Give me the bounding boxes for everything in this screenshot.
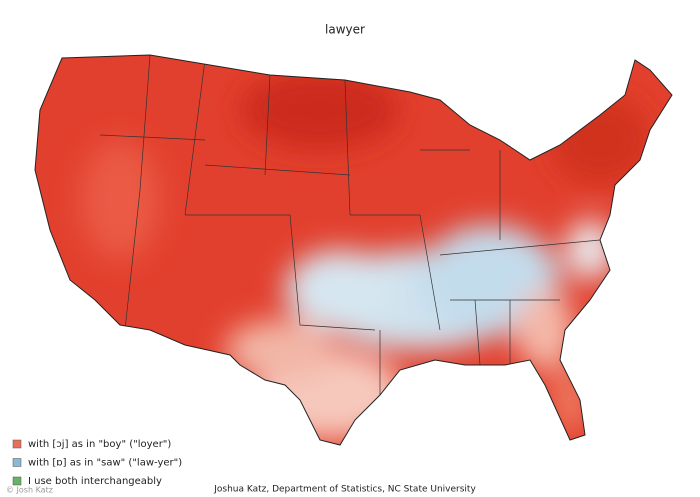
state-borders xyxy=(99,55,601,395)
map-title: lawyer xyxy=(325,23,365,37)
legend: with [ɔj] as in "boy" ("loyer") with [ɒ] … xyxy=(12,439,182,487)
credit: Joshua Katz, Department of Statistics, N… xyxy=(213,485,476,495)
legend-swatch xyxy=(12,439,22,449)
legend-swatch xyxy=(12,476,22,486)
legend-label: with [ɔj] as in "boy" ("loyer") xyxy=(28,439,171,450)
us-outline xyxy=(34,54,673,446)
legend-swatch xyxy=(12,458,22,467)
watermark: © Josh Katz xyxy=(6,486,53,495)
legend-label: with [ɒ] as in "saw" ("law-yer") xyxy=(28,458,182,469)
legend-label: I use both interchangeably xyxy=(28,476,162,487)
